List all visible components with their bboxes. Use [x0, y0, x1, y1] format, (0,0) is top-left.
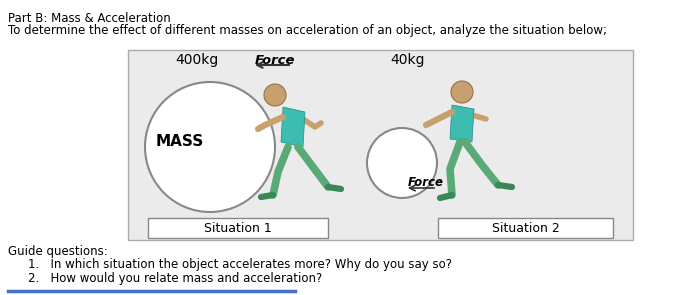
Text: Situation 1: Situation 1 — [204, 222, 272, 235]
Polygon shape — [281, 107, 305, 147]
Text: MASS: MASS — [156, 135, 204, 150]
Text: Guide questions:: Guide questions: — [8, 245, 108, 258]
Text: 400kg: 400kg — [175, 53, 218, 67]
Circle shape — [145, 82, 275, 212]
Text: 2.   How would you relate mass and acceleration?: 2. How would you relate mass and acceler… — [28, 272, 323, 285]
Text: Force: Force — [255, 53, 295, 66]
Circle shape — [264, 84, 286, 106]
Text: 40kg: 40kg — [390, 53, 424, 67]
Circle shape — [367, 128, 437, 198]
Circle shape — [451, 81, 473, 103]
FancyBboxPatch shape — [148, 218, 328, 238]
Text: Part B: Mass & Acceleration: Part B: Mass & Acceleration — [8, 12, 170, 25]
Text: Situation 2: Situation 2 — [492, 222, 559, 235]
Text: To determine the effect of different masses on acceleration of an object, analyz: To determine the effect of different mas… — [8, 24, 607, 37]
FancyBboxPatch shape — [128, 50, 633, 240]
Text: Force: Force — [408, 176, 444, 189]
Text: 1.   In which situation the object accelerates more? Why do you say so?: 1. In which situation the object acceler… — [28, 258, 452, 271]
Polygon shape — [450, 105, 474, 142]
FancyBboxPatch shape — [438, 218, 613, 238]
